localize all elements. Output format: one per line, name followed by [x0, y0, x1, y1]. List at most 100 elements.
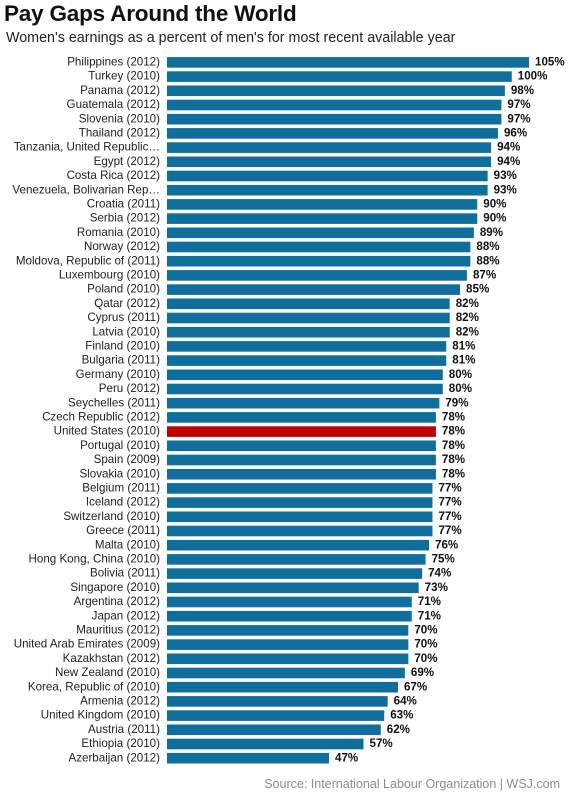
bar	[167, 326, 450, 338]
bar	[167, 199, 478, 210]
bar	[167, 511, 433, 523]
category-label: Azerbaijan (2012)	[68, 751, 160, 764]
bar-chart: Philippines (2012) 105% Turkey (2010) 100% P…	[12, 55, 565, 764]
source-credit: Source: International Labour Organizatio…	[264, 777, 560, 791]
bar	[167, 213, 478, 224]
value-label: 93%	[494, 183, 517, 196]
bar	[167, 582, 419, 594]
bar	[167, 525, 433, 537]
bar	[167, 625, 409, 636]
category-label: Hong Kong, China (2010)	[29, 552, 161, 565]
value-label: 105%	[535, 55, 565, 68]
category-label: Malta (2010)	[95, 538, 160, 551]
bar	[167, 724, 381, 736]
category-label: Switzerland (2010)	[63, 510, 160, 523]
bar	[167, 440, 436, 452]
bar	[167, 696, 388, 707]
bar	[167, 227, 474, 239]
value-label: 70%	[414, 623, 437, 636]
category-label: Luxembourg (2010)	[59, 268, 160, 281]
value-label: 47%	[335, 751, 358, 764]
value-label: 90%	[483, 197, 506, 210]
bar	[167, 284, 461, 295]
category-label: Argentina (2012)	[74, 595, 161, 608]
bar	[167, 156, 492, 168]
value-label: 78%	[442, 453, 465, 466]
value-label: 75%	[432, 552, 455, 565]
category-label: Portugal (2010)	[80, 439, 160, 452]
bar	[167, 568, 423, 579]
value-label: 82%	[456, 297, 479, 310]
bar	[167, 85, 505, 97]
bar	[167, 312, 450, 324]
value-label: 63%	[390, 709, 413, 722]
category-label: Iceland (2012)	[86, 496, 160, 509]
bar	[167, 653, 409, 665]
category-label: Peru (2012)	[99, 382, 160, 395]
value-label: 88%	[476, 254, 499, 267]
bar	[167, 596, 412, 608]
value-label: 71%	[418, 595, 441, 608]
bar	[167, 610, 412, 622]
category-label: Costa Rica (2012)	[67, 169, 161, 182]
bar	[167, 412, 436, 423]
bar	[167, 539, 430, 551]
category-label: Tanzania, United Republic…	[14, 141, 160, 154]
bar	[167, 468, 436, 480]
bar	[167, 752, 330, 764]
category-label: Slovakia (2010)	[79, 467, 160, 480]
category-label: Finland (2010)	[85, 339, 160, 352]
value-label: 62%	[387, 723, 410, 736]
category-label: Seychelles (2011)	[68, 396, 160, 409]
bar	[167, 738, 364, 750]
value-label: 78%	[442, 439, 465, 452]
value-label: 100%	[518, 70, 548, 83]
bar	[167, 397, 440, 409]
bar	[167, 341, 447, 352]
category-label: Latvia (2010)	[92, 325, 160, 338]
value-label: 88%	[476, 240, 499, 253]
value-label: 93%	[494, 169, 517, 182]
category-label: Norway (2012)	[84, 240, 160, 253]
value-label: 70%	[414, 652, 437, 665]
bar	[167, 142, 492, 153]
bar	[167, 298, 450, 310]
bar	[167, 554, 426, 565]
value-label: 79%	[445, 396, 468, 409]
value-label: 90%	[483, 212, 506, 225]
chart-subtitle: Women's earnings as a percent of men's f…	[6, 30, 456, 46]
value-label: 77%	[438, 510, 461, 523]
value-label: 57%	[370, 737, 393, 750]
category-label: Korea, Republic of (2010)	[28, 680, 160, 693]
category-label: Armenia (2012)	[80, 694, 160, 707]
category-label: United Kingdom (2010)	[41, 709, 160, 722]
value-label: 78%	[442, 467, 465, 480]
bar	[167, 681, 398, 693]
value-label: 96%	[504, 126, 527, 139]
bar	[167, 99, 502, 111]
category-label: Bolivia (2011)	[90, 567, 160, 580]
category-label: Cyprus (2011)	[87, 311, 160, 324]
bar-highlighted	[167, 426, 436, 437]
bar	[167, 383, 443, 395]
category-label: New Zealand (2010)	[55, 666, 160, 679]
category-label: Venezuela, Bolivarian Rep…	[12, 183, 160, 196]
category-label: Philippines (2012)	[67, 55, 160, 68]
bar	[167, 270, 467, 281]
chart-title: Pay Gaps Around the World	[4, 1, 297, 26]
value-label: 81%	[452, 354, 475, 367]
value-label: 97%	[507, 112, 530, 125]
category-label: Czech Republic (2012)	[42, 410, 160, 423]
value-label: 69%	[411, 666, 434, 679]
value-label: 64%	[394, 694, 417, 707]
category-label: Slovenia (2010)	[79, 112, 160, 125]
bar	[167, 57, 529, 68]
bar	[167, 355, 447, 366]
bar	[167, 483, 433, 494]
value-label: 77%	[438, 524, 461, 537]
value-label: 94%	[497, 141, 520, 154]
value-label: 70%	[414, 638, 437, 651]
bar	[167, 71, 512, 82]
category-label: Serbia (2012)	[90, 212, 160, 225]
value-label: 77%	[438, 481, 461, 494]
